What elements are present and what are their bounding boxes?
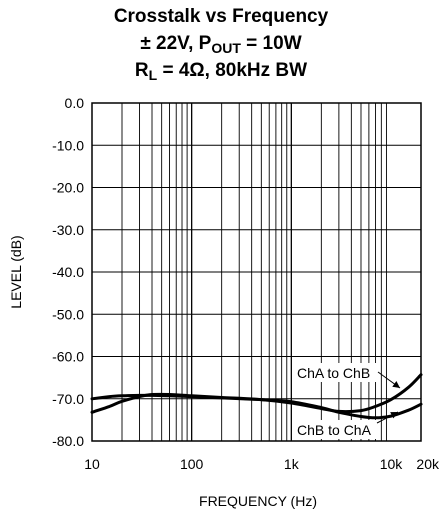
chart-grid: [92, 103, 421, 441]
y-tick-label: -70.0: [52, 391, 84, 407]
y-tick-label: -10.0: [52, 137, 84, 153]
chart-title: Crosstalk vs Frequency ± 22V, POUT = 10W R…: [114, 6, 329, 83]
y-tick-label: -80.0: [52, 433, 84, 449]
series-annotations: ChA to ChB ChB to ChA: [293, 363, 401, 439]
chart-title-line-3: RL = 4Ω, 80kHz BW: [135, 60, 307, 83]
chart-title-line-1: Crosstalk vs Frequency: [114, 6, 329, 27]
y-tick-label: -40.0: [52, 264, 84, 280]
series-lines: [90, 373, 423, 420]
x-tick-label: 10k: [380, 456, 404, 472]
y-tick-label: -20.0: [52, 180, 84, 196]
y-tick-label: -30.0: [52, 222, 84, 238]
annotation-label: ChA to ChB: [297, 365, 370, 381]
y-axis-label: LEVEL (dB): [8, 235, 24, 308]
series-line-chb-to-cha: [90, 393, 423, 420]
y-tick-label: -50.0: [52, 306, 84, 322]
x-tick-label: 20k: [416, 456, 440, 472]
x-axis-label: FREQUENCY (Hz): [199, 493, 317, 509]
annotation-bg: [293, 363, 379, 382]
y-tick-label: 0.0: [65, 95, 85, 111]
x-tick-label: 1k: [284, 456, 300, 472]
annotation-label: ChB to ChA: [297, 422, 372, 438]
x-tick-label: 100: [180, 456, 204, 472]
plot-frame: [91, 102, 422, 442]
chart-title-line-2: ± 22V, POUT = 10W: [140, 33, 301, 56]
y-tick-label: -60.0: [52, 349, 84, 365]
x-tick-label: 10: [84, 456, 100, 472]
annotation-arrowhead: [390, 412, 398, 419]
y-tick-labels: 0.0 -10.0 -20.0 -30.0 -40.0 -50.0 -60.0 -70.0 -8…: [52, 95, 84, 449]
annotation-arrowhead: [392, 381, 400, 388]
annotation-bg: [293, 420, 379, 439]
x-tick-labels: 10 100 1k 10k 20k: [84, 456, 440, 472]
